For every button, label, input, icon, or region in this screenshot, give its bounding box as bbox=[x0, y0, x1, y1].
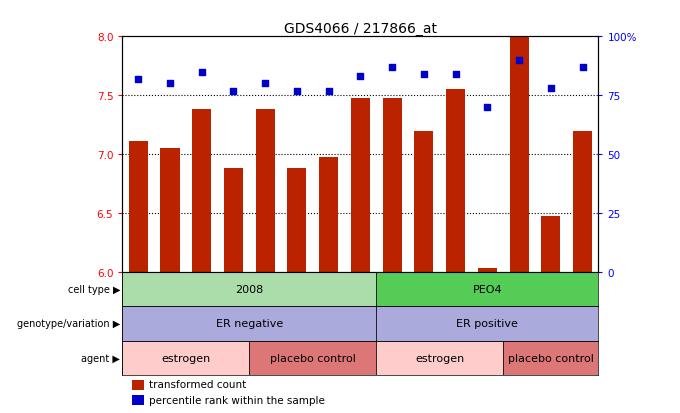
Bar bbox=[122, 273, 376, 306]
Bar bbox=[478, 268, 497, 273]
Text: estrogen: estrogen bbox=[161, 353, 211, 363]
Bar bbox=[446, 90, 465, 273]
Bar bbox=[573, 131, 592, 273]
Text: PEO4: PEO4 bbox=[473, 285, 502, 294]
Point bbox=[513, 57, 524, 64]
Bar bbox=[509, 37, 528, 273]
Bar bbox=[224, 169, 243, 273]
Y-axis label: agent ▶: agent ▶ bbox=[81, 353, 120, 363]
Point bbox=[387, 64, 398, 71]
Bar bbox=[319, 157, 338, 273]
Point bbox=[133, 76, 143, 83]
Point bbox=[418, 71, 429, 78]
Bar bbox=[376, 341, 503, 375]
Text: ER negative: ER negative bbox=[216, 319, 283, 329]
Bar bbox=[376, 306, 598, 341]
Title: GDS4066 / 217866_at: GDS4066 / 217866_at bbox=[284, 22, 437, 36]
Bar bbox=[192, 110, 211, 273]
Text: transformed count: transformed count bbox=[148, 380, 246, 389]
Point bbox=[355, 74, 366, 81]
Bar bbox=[256, 110, 275, 273]
Bar bbox=[132, 395, 144, 406]
Bar bbox=[503, 341, 598, 375]
Text: estrogen: estrogen bbox=[415, 353, 464, 363]
Bar bbox=[132, 380, 144, 390]
Point bbox=[197, 69, 207, 76]
Point bbox=[228, 88, 239, 95]
Bar bbox=[376, 273, 598, 306]
Bar bbox=[414, 131, 433, 273]
Text: 2008: 2008 bbox=[235, 285, 263, 294]
Bar bbox=[122, 306, 376, 341]
Point bbox=[323, 88, 334, 95]
Point bbox=[577, 64, 588, 71]
Point bbox=[165, 81, 175, 88]
Text: placebo control: placebo control bbox=[508, 353, 594, 363]
Bar bbox=[383, 98, 402, 273]
Bar bbox=[122, 341, 250, 375]
Point bbox=[482, 104, 493, 111]
Point bbox=[450, 71, 461, 78]
Y-axis label: cell type ▶: cell type ▶ bbox=[67, 285, 120, 294]
Text: percentile rank within the sample: percentile rank within the sample bbox=[148, 395, 324, 405]
Bar bbox=[250, 341, 376, 375]
Y-axis label: genotype/variation ▶: genotype/variation ▶ bbox=[17, 319, 120, 329]
Bar bbox=[351, 98, 370, 273]
Point bbox=[545, 85, 556, 92]
Text: ER positive: ER positive bbox=[456, 319, 518, 329]
Bar bbox=[160, 149, 180, 273]
Bar bbox=[129, 142, 148, 273]
Bar bbox=[288, 169, 307, 273]
Point bbox=[292, 88, 303, 95]
Bar bbox=[541, 216, 560, 273]
Text: placebo control: placebo control bbox=[270, 353, 356, 363]
Point bbox=[260, 81, 271, 88]
